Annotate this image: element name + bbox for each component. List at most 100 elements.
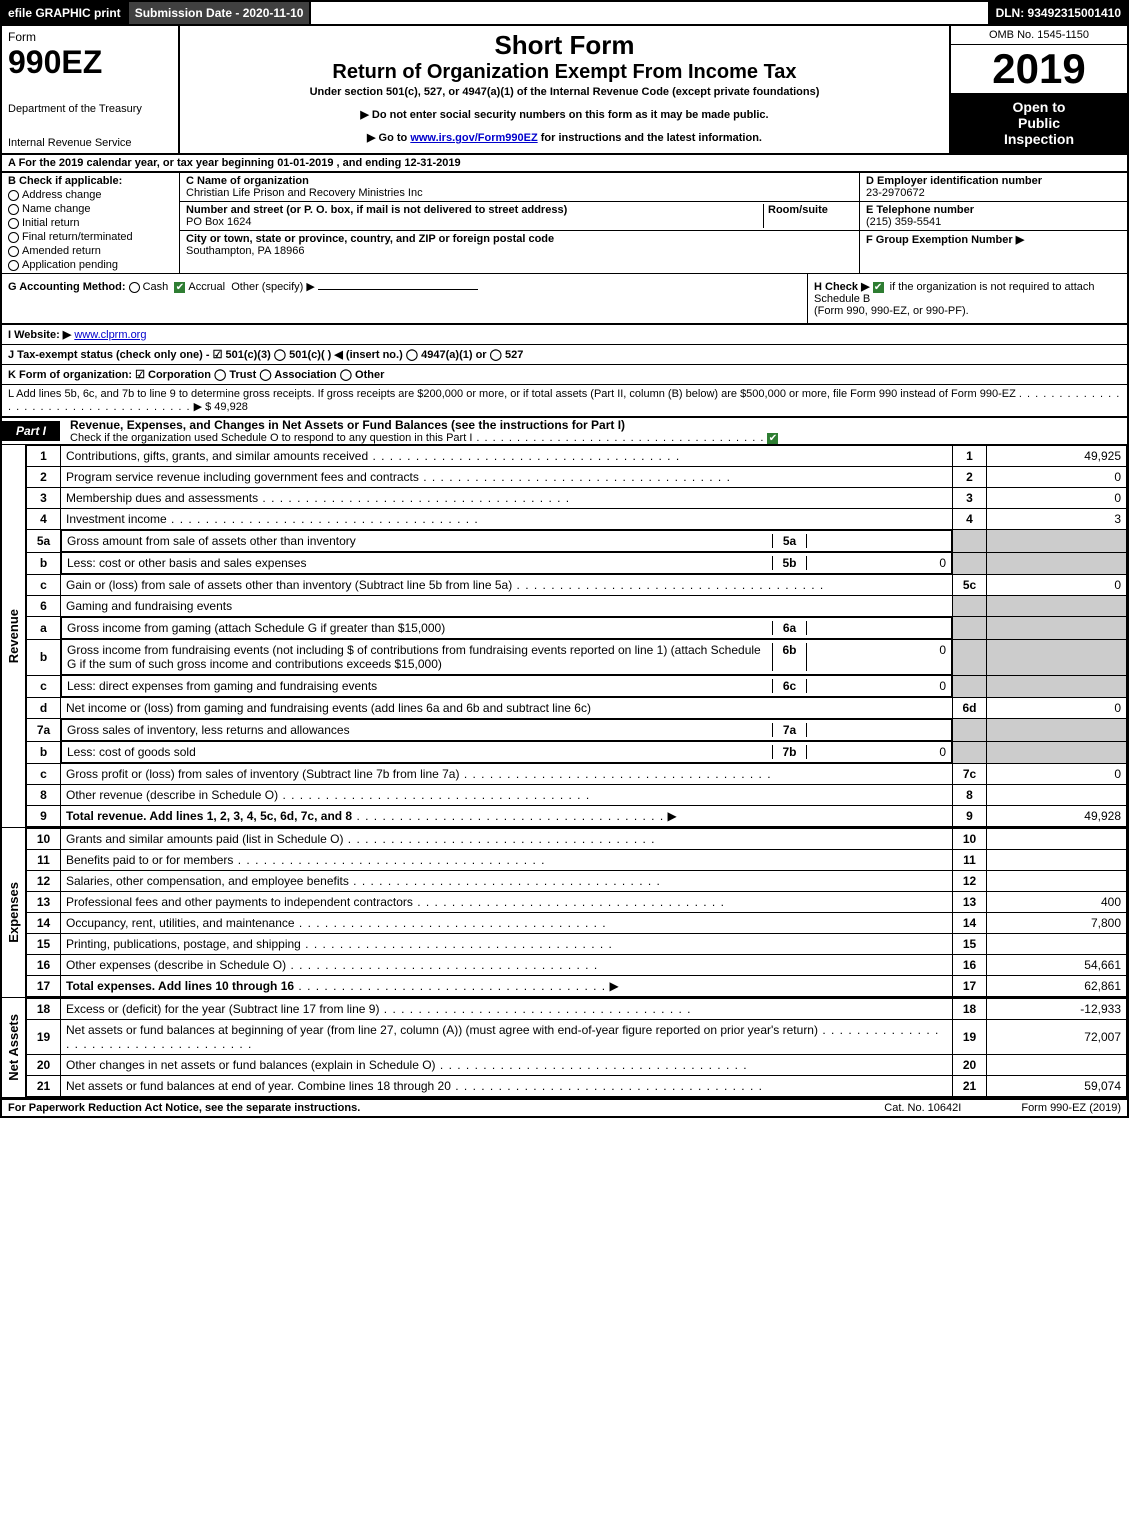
top-bar-spacer [311, 2, 989, 24]
website-link[interactable]: www.clprm.org [74, 329, 146, 341]
footer-catno: Cat. No. 10642I [824, 1102, 1021, 1114]
lbl-h-prefix: H Check ▶ [814, 281, 873, 293]
netassets-section: Net Assets 18Excess or (deficit) for the… [0, 997, 1129, 1099]
row-gh: G Accounting Method: Cash Accrual Other … [0, 273, 1129, 325]
line-5a: 5aGross amount from sale of assets other… [27, 530, 1127, 553]
chk-final-return[interactable]: Final return/terminated [8, 231, 173, 243]
line-3: 3Membership dues and assessments30 [27, 488, 1127, 509]
dln-label: DLN: 93492315001410 [990, 2, 1127, 24]
inspection-badge: Open to Public Inspection [951, 93, 1127, 153]
insp-line2: Public [955, 115, 1123, 131]
check-accrual[interactable] [174, 282, 185, 293]
line-11: 11Benefits paid to or for members11 [27, 850, 1127, 871]
note-goto-suffix: for instructions and the latest informat… [541, 132, 762, 144]
phone-value: (215) 359-5541 [866, 216, 941, 228]
lbl-k: K Form of organization: ☑ Corporation ◯ … [8, 369, 384, 381]
row-l: L Add lines 5b, 6c, and 7b to line 9 to … [0, 385, 1129, 418]
lbl-address: Number and street (or P. O. box, if mail… [186, 204, 567, 216]
efile-print-button[interactable]: efile GRAPHIC print [2, 2, 129, 24]
box-b-title: B Check if applicable: [8, 175, 173, 187]
irs-link[interactable]: www.irs.gov/Form990EZ [410, 132, 537, 144]
line-7c: cGross profit or (loss) from sales of in… [27, 764, 1127, 785]
form-number: 990EZ [8, 44, 172, 81]
line-2: 2Program service revenue including gover… [27, 467, 1127, 488]
lbl-g: G Accounting Method: [8, 281, 126, 293]
dept-irs: Internal Revenue Service [8, 137, 172, 149]
lbl-other: Other (specify) ▶ [231, 281, 315, 293]
footer-formref: Form 990-EZ (2019) [1021, 1102, 1121, 1114]
part1-subtitle: Check if the organization used Schedule … [60, 432, 1127, 444]
line-16: 16Other expenses (describe in Schedule O… [27, 955, 1127, 976]
note-goto: ▶ Go to www.irs.gov/Form990EZ for instru… [188, 131, 941, 144]
dept-treasury: Department of the Treasury [8, 103, 172, 115]
line-4: 4Investment income43 [27, 509, 1127, 530]
chk-name-change[interactable]: Name change [8, 203, 173, 215]
lbl-accrual: Accrual [188, 281, 225, 293]
form-word: Form [8, 30, 172, 44]
line-18: 18Excess or (deficit) for the year (Subt… [27, 999, 1127, 1020]
revenue-section: Revenue 1Contributions, gifts, grants, a… [0, 445, 1129, 827]
expenses-section: Expenses 10Grants and similar amounts pa… [0, 827, 1129, 997]
line-7a: 7aGross sales of inventory, less returns… [27, 719, 1127, 742]
row-a-tax-year: A For the 2019 calendar year, or tax yea… [0, 155, 1129, 173]
org-address: PO Box 1624 [186, 216, 251, 228]
line-15: 15Printing, publications, postage, and s… [27, 934, 1127, 955]
row-i: I Website: ▶ www.clprm.org [0, 325, 1129, 345]
line-8: 8Other revenue (describe in Schedule O)8 [27, 785, 1127, 806]
lbl-d-ein: D Employer identification number [866, 175, 1042, 187]
chk-initial-return[interactable]: Initial return [8, 217, 173, 229]
netassets-table: 18Excess or (deficit) for the year (Subt… [26, 998, 1127, 1097]
lbl-e-phone: E Telephone number [866, 204, 974, 216]
chk-application-pending[interactable]: Application pending [8, 259, 173, 271]
line-6c: cLess: direct expenses from gaming and f… [27, 675, 1127, 698]
lbl-j: J Tax-exempt status (check only one) - ☑… [8, 349, 523, 361]
line-1: 1Contributions, gifts, grants, and simil… [27, 446, 1127, 467]
header-left: Form 990EZ Department of the Treasury In… [2, 26, 180, 153]
line-6b: bGross income from fundraising events (n… [27, 639, 1127, 675]
row-h: H Check ▶ if the organization is not req… [807, 274, 1127, 323]
submission-date-button[interactable]: Submission Date - 2020-11-10 [129, 2, 312, 24]
line-6a: aGross income from gaming (attach Schedu… [27, 617, 1127, 640]
line-7b: bLess: cost of goods sold7b0 [27, 741, 1127, 764]
form-header: Form 990EZ Department of the Treasury In… [0, 26, 1129, 155]
row-g: G Accounting Method: Cash Accrual Other … [2, 274, 807, 323]
identity-block: B Check if applicable: Address change Na… [0, 173, 1129, 273]
lbl-room: Room/suite [768, 204, 828, 216]
lbl-city: City or town, state or province, country… [186, 233, 554, 245]
line-12: 12Salaries, other compensation, and empl… [27, 871, 1127, 892]
check-schedule-o[interactable] [767, 433, 778, 444]
lbl-l-amount: ▶ $ 49,928 [194, 401, 248, 413]
netassets-tab: Net Assets [2, 998, 26, 1097]
other-input[interactable] [318, 289, 478, 290]
title-return: Return of Organization Exempt From Incom… [188, 61, 941, 84]
revenue-table: 1Contributions, gifts, grants, and simil… [26, 445, 1127, 827]
radio-cash[interactable] [129, 282, 140, 293]
note-ssn: ▶ Do not enter social security numbers o… [188, 108, 941, 121]
lbl-h-forms: (Form 990, 990-EZ, or 990-PF). [814, 305, 969, 317]
row-j: J Tax-exempt status (check only one) - ☑… [0, 345, 1129, 365]
insp-line3: Inspection [955, 131, 1123, 147]
header-mid: Short Form Return of Organization Exempt… [180, 26, 949, 153]
title-short-form: Short Form [188, 30, 941, 61]
insp-line1: Open to [955, 99, 1123, 115]
part1-title: Revenue, Expenses, and Changes in Net As… [60, 418, 1127, 432]
revenue-tab: Revenue [2, 445, 26, 827]
ein-value: 23-2970672 [866, 187, 925, 199]
lbl-f-group: F Group Exemption Number ▶ [866, 234, 1024, 246]
line-9: 9Total revenue. Add lines 1, 2, 3, 4, 5c… [27, 806, 1127, 827]
line-6: 6Gaming and fundraising events [27, 596, 1127, 617]
check-h[interactable] [873, 282, 884, 293]
box-b: B Check if applicable: Address change Na… [2, 173, 180, 273]
line-5c: cGain or (loss) from sale of assets othe… [27, 575, 1127, 596]
line-6d: dNet income or (loss) from gaming and fu… [27, 698, 1127, 719]
expenses-tab: Expenses [2, 828, 26, 997]
line-21: 21Net assets or fund balances at end of … [27, 1076, 1127, 1097]
chk-amended-return[interactable]: Amended return [8, 245, 173, 257]
line-10: 10Grants and similar amounts paid (list … [27, 829, 1127, 850]
chk-address-change[interactable]: Address change [8, 189, 173, 201]
header-right: OMB No. 1545-1150 2019 Open to Public In… [949, 26, 1127, 153]
note-goto-prefix: ▶ Go to [367, 132, 410, 144]
box-c: C Name of organization Christian Life Pr… [180, 173, 859, 273]
lbl-cash: Cash [143, 281, 169, 293]
line-5b: bLess: cost or other basis and sales exp… [27, 552, 1127, 575]
